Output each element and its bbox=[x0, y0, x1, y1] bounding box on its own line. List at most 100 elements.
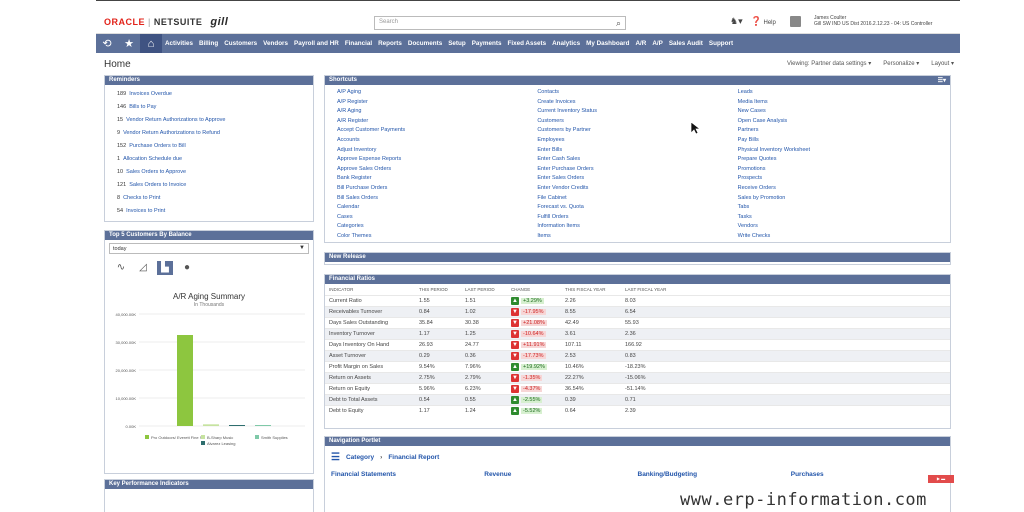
nav-item-sales-audit[interactable]: Sales Audit bbox=[668, 40, 703, 47]
logo[interactable]: ORACLE | NETSUITE gill bbox=[104, 16, 228, 28]
shortcut-link[interactable]: Approve Sales Orders bbox=[337, 165, 392, 172]
shortcut-link[interactable]: Prospects bbox=[737, 175, 763, 182]
reminder-item[interactable]: 146 Bills to Pay bbox=[117, 101, 301, 114]
shortcut-link[interactable]: A/R Register bbox=[337, 117, 369, 124]
portlet-menu-icon[interactable]: ☰▾ bbox=[937, 78, 946, 84]
user-menu[interactable]: James Coulter Gill SW IND US Dist 2016.2… bbox=[790, 15, 932, 27]
reminder-item[interactable]: 189 Invoices Overdue bbox=[117, 88, 301, 101]
shortcut-link[interactable]: Bank Register bbox=[337, 175, 372, 182]
help-link[interactable]: ❓ Help bbox=[751, 16, 776, 27]
shortcut-link[interactable]: Open Case Analysis bbox=[737, 117, 788, 124]
shortcut-link[interactable]: Employees bbox=[537, 136, 565, 143]
reminder-item[interactable]: 10 Sales Orders to Approve bbox=[117, 166, 301, 179]
nav-portlet-column[interactable]: Financial Statements bbox=[331, 471, 397, 478]
reminder-item[interactable]: 9 Vendor Return Authorizations to Refund bbox=[117, 127, 301, 140]
line-chart-icon[interactable]: ∿ bbox=[116, 262, 126, 273]
shortcut-link[interactable]: Leads bbox=[737, 89, 753, 95]
shortcut-link[interactable]: A/P Register bbox=[337, 98, 368, 105]
shortcut-link[interactable]: Bill Purchase Orders bbox=[337, 184, 388, 191]
area-chart-icon[interactable]: ◿ bbox=[139, 262, 147, 273]
subscribe-icon[interactable]: ▶ ▬ bbox=[928, 475, 954, 483]
bar[interactable] bbox=[255, 425, 271, 426]
bar-chart-icon[interactable]: ▙ bbox=[157, 261, 173, 275]
shortcut-link[interactable]: Adjust Inventory bbox=[337, 146, 377, 153]
reminder-item[interactable]: 152 Purchase Orders to Bill bbox=[117, 140, 301, 153]
favorites-star-icon[interactable]: ★ bbox=[124, 38, 134, 50]
shortcut-link[interactable]: Categories bbox=[337, 223, 364, 230]
reminder-item[interactable]: 1 Allocation Schedule due bbox=[117, 153, 301, 166]
shortcut-link[interactable]: Information Items bbox=[537, 223, 580, 230]
bar[interactable] bbox=[203, 424, 219, 426]
nav-item-activities[interactable]: Activities bbox=[165, 40, 193, 47]
bar[interactable] bbox=[229, 425, 245, 426]
recent-history-icon[interactable]: ⟲ bbox=[102, 38, 112, 50]
shortcut-link[interactable]: Enter Sales Orders bbox=[537, 175, 585, 182]
nav-item-financial[interactable]: Financial bbox=[344, 40, 373, 47]
shortcut-link[interactable]: Cases bbox=[337, 213, 353, 220]
search-icon[interactable]: ⌕ bbox=[615, 18, 621, 28]
shortcut-link[interactable]: Color Themes bbox=[337, 232, 372, 239]
shortcut-link[interactable]: Customers by Partner bbox=[537, 127, 591, 134]
shortcut-link[interactable]: Vendors bbox=[737, 223, 758, 230]
shortcut-link[interactable]: Receive Orders bbox=[737, 184, 776, 191]
nav-item-fixed-assets[interactable]: Fixed Assets bbox=[507, 40, 547, 47]
nav-item-a-p[interactable]: A/P bbox=[652, 40, 663, 47]
shortcut-link[interactable]: Media Items bbox=[737, 98, 768, 105]
shortcut-link[interactable]: Items bbox=[537, 232, 551, 239]
shortcut-link[interactable]: Promotions bbox=[737, 165, 766, 172]
shortcut-link[interactable]: Write Checks bbox=[737, 232, 771, 239]
shortcut-link[interactable]: Forecast vs. Quota bbox=[537, 204, 584, 211]
nav-portlet-column[interactable]: Purchases bbox=[790, 471, 824, 478]
nav-item-vendors[interactable]: Vendors bbox=[263, 40, 289, 47]
shortcut-link[interactable]: Sales by Promotion bbox=[737, 194, 786, 201]
menu-icon[interactable]: ☰ bbox=[331, 452, 340, 463]
shortcut-link[interactable]: A/P Aging bbox=[337, 89, 362, 95]
shortcut-link[interactable]: Physical Inventory Worksheet bbox=[737, 146, 811, 153]
reminder-item[interactable]: 54 Invoices to Print bbox=[117, 205, 301, 218]
shortcut-link[interactable]: Customers bbox=[537, 117, 564, 124]
nav-item-support[interactable]: Support bbox=[708, 40, 734, 47]
global-search-input[interactable]: Search ⌕ bbox=[374, 16, 626, 30]
shortcut-link[interactable]: New Cases bbox=[737, 108, 766, 115]
nav-item-my-dashboard[interactable]: My Dashboard bbox=[586, 40, 630, 47]
shortcut-link[interactable]: Pay Bills bbox=[737, 136, 759, 143]
nav-item-reports[interactable]: Reports bbox=[378, 40, 402, 47]
shortcut-link[interactable]: File Cabinet bbox=[537, 194, 567, 201]
shortcut-link[interactable]: Partners bbox=[737, 127, 759, 134]
shortcut-link[interactable]: Fulfill Orders bbox=[537, 213, 569, 220]
shortcut-link[interactable]: Bill Sales Orders bbox=[337, 194, 378, 201]
shortcut-link[interactable]: A/R Aging bbox=[337, 108, 362, 115]
shortcut-link[interactable]: Enter Purchase Orders bbox=[537, 165, 594, 172]
shortcut-link[interactable]: Tabs bbox=[737, 204, 750, 211]
reminder-item[interactable]: 121 Sales Orders to Invoice bbox=[117, 179, 301, 192]
recent-records-icon[interactable]: ♞▾ bbox=[730, 16, 743, 26]
layout-dropdown[interactable]: Layout ▾ bbox=[931, 61, 954, 67]
nav-item-customers[interactable]: Customers bbox=[224, 40, 258, 47]
nav-item-billing[interactable]: Billing bbox=[199, 40, 219, 47]
shortcut-link[interactable]: Enter Bills bbox=[537, 146, 563, 153]
nav-item-setup[interactable]: Setup bbox=[448, 40, 466, 47]
reminder-item[interactable]: 15 Vendor Return Authorizations to Approv… bbox=[117, 114, 301, 127]
nav-portlet-column[interactable]: Banking/Budgeting bbox=[637, 471, 698, 478]
shortcut-link[interactable]: Prepare Quotes bbox=[737, 156, 777, 163]
nav-portlet-column[interactable]: Revenue bbox=[484, 471, 512, 478]
shortcut-link[interactable]: Enter Vendor Credits bbox=[537, 184, 589, 191]
reminder-item[interactable]: 8 Checks to Print bbox=[117, 192, 301, 205]
nav-item-a-r[interactable]: A/R bbox=[635, 40, 647, 47]
nav-item-payroll-and-hr[interactable]: Payroll and HR bbox=[294, 40, 339, 47]
shortcut-link[interactable]: Contacts bbox=[537, 89, 560, 95]
shortcut-link[interactable]: Create Invoices bbox=[537, 98, 576, 105]
shortcut-link[interactable]: Accounts bbox=[337, 136, 360, 143]
bar[interactable] bbox=[177, 335, 193, 426]
home-icon[interactable]: ⌂ bbox=[140, 34, 162, 53]
personalize-dropdown[interactable]: Personalize ▾ bbox=[883, 61, 920, 67]
breadcrumb-category[interactable]: Category bbox=[345, 454, 375, 461]
shortcut-link[interactable]: Accept Customer Payments bbox=[337, 127, 406, 134]
pie-chart-icon[interactable]: ● bbox=[183, 262, 191, 273]
nav-item-analytics[interactable]: Analytics bbox=[552, 40, 581, 47]
viewing-settings-dropdown[interactable]: Viewing: Partner data settings ▾ bbox=[786, 61, 872, 67]
shortcut-link[interactable]: Tasks bbox=[737, 213, 752, 220]
nav-item-payments[interactable]: Payments bbox=[471, 40, 502, 47]
shortcut-link[interactable]: Approve Expense Reports bbox=[337, 156, 402, 163]
shortcut-link[interactable]: Enter Cash Sales bbox=[537, 156, 581, 163]
